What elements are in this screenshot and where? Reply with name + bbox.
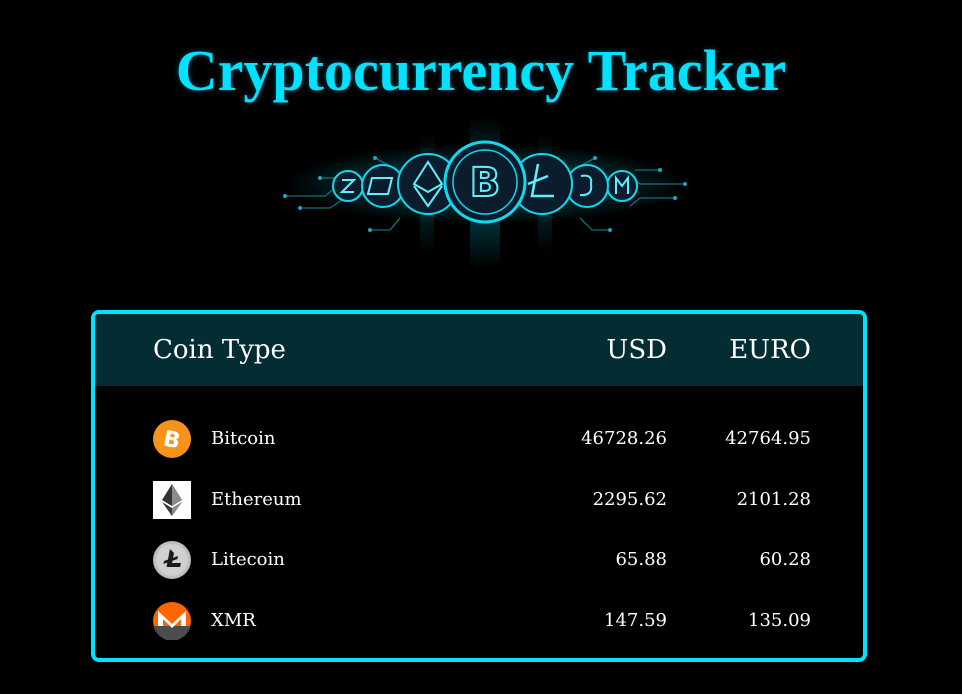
coin-name: XMR	[211, 610, 256, 631]
ethereum-icon	[153, 481, 191, 519]
price-table-card: Coin Type USD EURO B Bitcoin 46728.26 42…	[91, 310, 867, 662]
svg-text:B: B	[470, 160, 501, 206]
table-header: Coin Type USD EURO	[95, 314, 863, 386]
monero-icon	[153, 602, 191, 640]
coin-name: Ethereum	[211, 489, 302, 510]
price-usd: 65.88	[615, 549, 667, 570]
page-title: Cryptocurrency Tracker	[175, 38, 787, 103]
price-euro: 60.28	[759, 549, 811, 570]
price-usd: 46728.26	[581, 428, 667, 449]
table-row-bitcoin: B Bitcoin 46728.26 42764.95	[95, 416, 863, 462]
header-coin-type: Coin Type	[153, 335, 286, 365]
price-euro: 2101.28	[736, 489, 811, 510]
svg-text:B: B	[161, 426, 183, 454]
header-euro: EURO	[729, 335, 811, 365]
coin-name: Bitcoin	[211, 428, 276, 449]
coin-name: Litecoin	[211, 549, 285, 570]
price-euro: 135.09	[748, 610, 811, 631]
price-euro: 42764.95	[725, 428, 811, 449]
price-usd: 147.59	[604, 610, 667, 631]
header-usd: USD	[606, 335, 667, 365]
price-usd: 2295.62	[592, 489, 667, 510]
table-row-litecoin: Litecoin 65.88 60.28	[95, 537, 863, 583]
table-row-xmr: XMR 147.59 135.09	[95, 598, 863, 644]
litecoin-icon	[153, 541, 191, 579]
table-row-ethereum: Ethereum 2295.62 2101.28	[95, 477, 863, 523]
crypto-coins-banner-image: B	[283, 118, 687, 268]
bitcoin-icon: B	[153, 420, 191, 458]
